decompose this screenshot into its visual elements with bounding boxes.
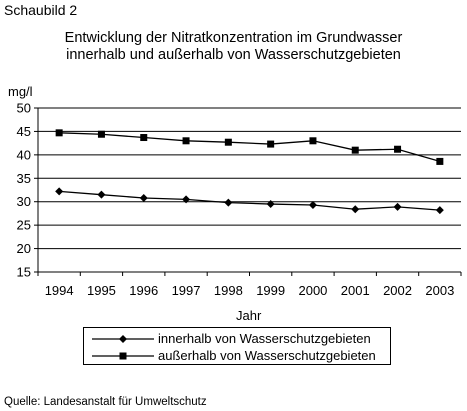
- x-tick-label: 2001: [341, 283, 370, 298]
- y-tick-label: 15: [17, 265, 31, 280]
- x-tick-label: 1996: [129, 283, 158, 298]
- legend-item-innerhalb: innerhalb von Wasserschutzgebieten: [84, 330, 390, 348]
- grid-lines: [38, 107, 461, 250]
- x-tick-label: 2003: [425, 283, 454, 298]
- y-axis-unit-label: mg/l: [8, 84, 33, 99]
- source-note: Quelle: Landesanstalt für Umweltschutz: [4, 396, 207, 408]
- data-point: [394, 145, 402, 153]
- y-tick-label: 25: [17, 218, 31, 233]
- series-ausserhalb: [55, 129, 444, 165]
- data-point: [182, 137, 190, 145]
- legend-swatch-diamond: [92, 335, 154, 343]
- data-point: [97, 190, 106, 199]
- chart-title-line-2: innerhalb und außerhalb von Wasserschutz…: [66, 47, 401, 63]
- data-point: [267, 140, 275, 148]
- x-tick-labels: 1994 1995 1996 1997 1998 1999 2000 2001 2002 2003: [45, 283, 455, 298]
- y-tick-label: 20: [17, 241, 31, 256]
- data-point: [55, 129, 63, 137]
- y-tick-label: 45: [17, 124, 31, 139]
- x-tick-label: 1995: [87, 283, 116, 298]
- series-innerhalb: [55, 187, 444, 215]
- data-point: [55, 187, 64, 196]
- x-tick-label: 2002: [383, 283, 412, 298]
- x-tick-label: 2000: [298, 283, 327, 298]
- legend-label-ausserhalb: außerhalb von Wasserschutzgebieten: [158, 348, 376, 363]
- legend-swatch-square: [92, 352, 154, 360]
- data-point: [308, 200, 317, 209]
- data-point: [435, 206, 444, 215]
- y-tick-label: 30: [17, 194, 31, 209]
- data-point: [224, 138, 232, 146]
- series-line: [59, 132, 441, 163]
- x-axis-label: Jahr: [236, 308, 262, 323]
- data-point: [309, 137, 317, 145]
- data-point: [266, 200, 275, 209]
- data-point: [139, 193, 148, 202]
- chart-title: Entwicklung der Nitratkonzentration im G…: [0, 30, 467, 64]
- data-point: [140, 134, 148, 142]
- data-point: [224, 198, 233, 207]
- data-series: [55, 129, 444, 215]
- data-point: [97, 130, 105, 138]
- x-tick-label: 1998: [214, 283, 243, 298]
- x-tick-label: 1999: [256, 283, 285, 298]
- data-point: [351, 146, 359, 154]
- legend-label-innerhalb: innerhalb von Wasserschutzgebieten: [158, 331, 371, 346]
- legend-item-ausserhalb: außerhalb von Wasserschutzgebieten: [84, 347, 390, 365]
- y-tick-labels: 15 20 25 30 35 40 45 50: [17, 101, 31, 280]
- x-tick-label: 1997: [172, 283, 201, 298]
- chart-title-line-1: Entwicklung der Nitratkonzentration im G…: [64, 30, 403, 46]
- y-tick-label: 40: [17, 147, 31, 162]
- chart-legend: innerhalb von Wasserschutzgebieten außer…: [83, 327, 391, 365]
- y-tick-label: 35: [17, 171, 31, 186]
- x-tick-label: 1994: [45, 283, 74, 298]
- data-point: [436, 157, 444, 165]
- chart-axes: [34, 107, 462, 276]
- data-point: [351, 205, 360, 214]
- y-tick-label: 50: [17, 101, 31, 116]
- data-point: [393, 202, 402, 211]
- data-point: [182, 195, 191, 204]
- figure-label: Schaubild 2: [4, 2, 78, 18]
- series-line: [59, 190, 440, 211]
